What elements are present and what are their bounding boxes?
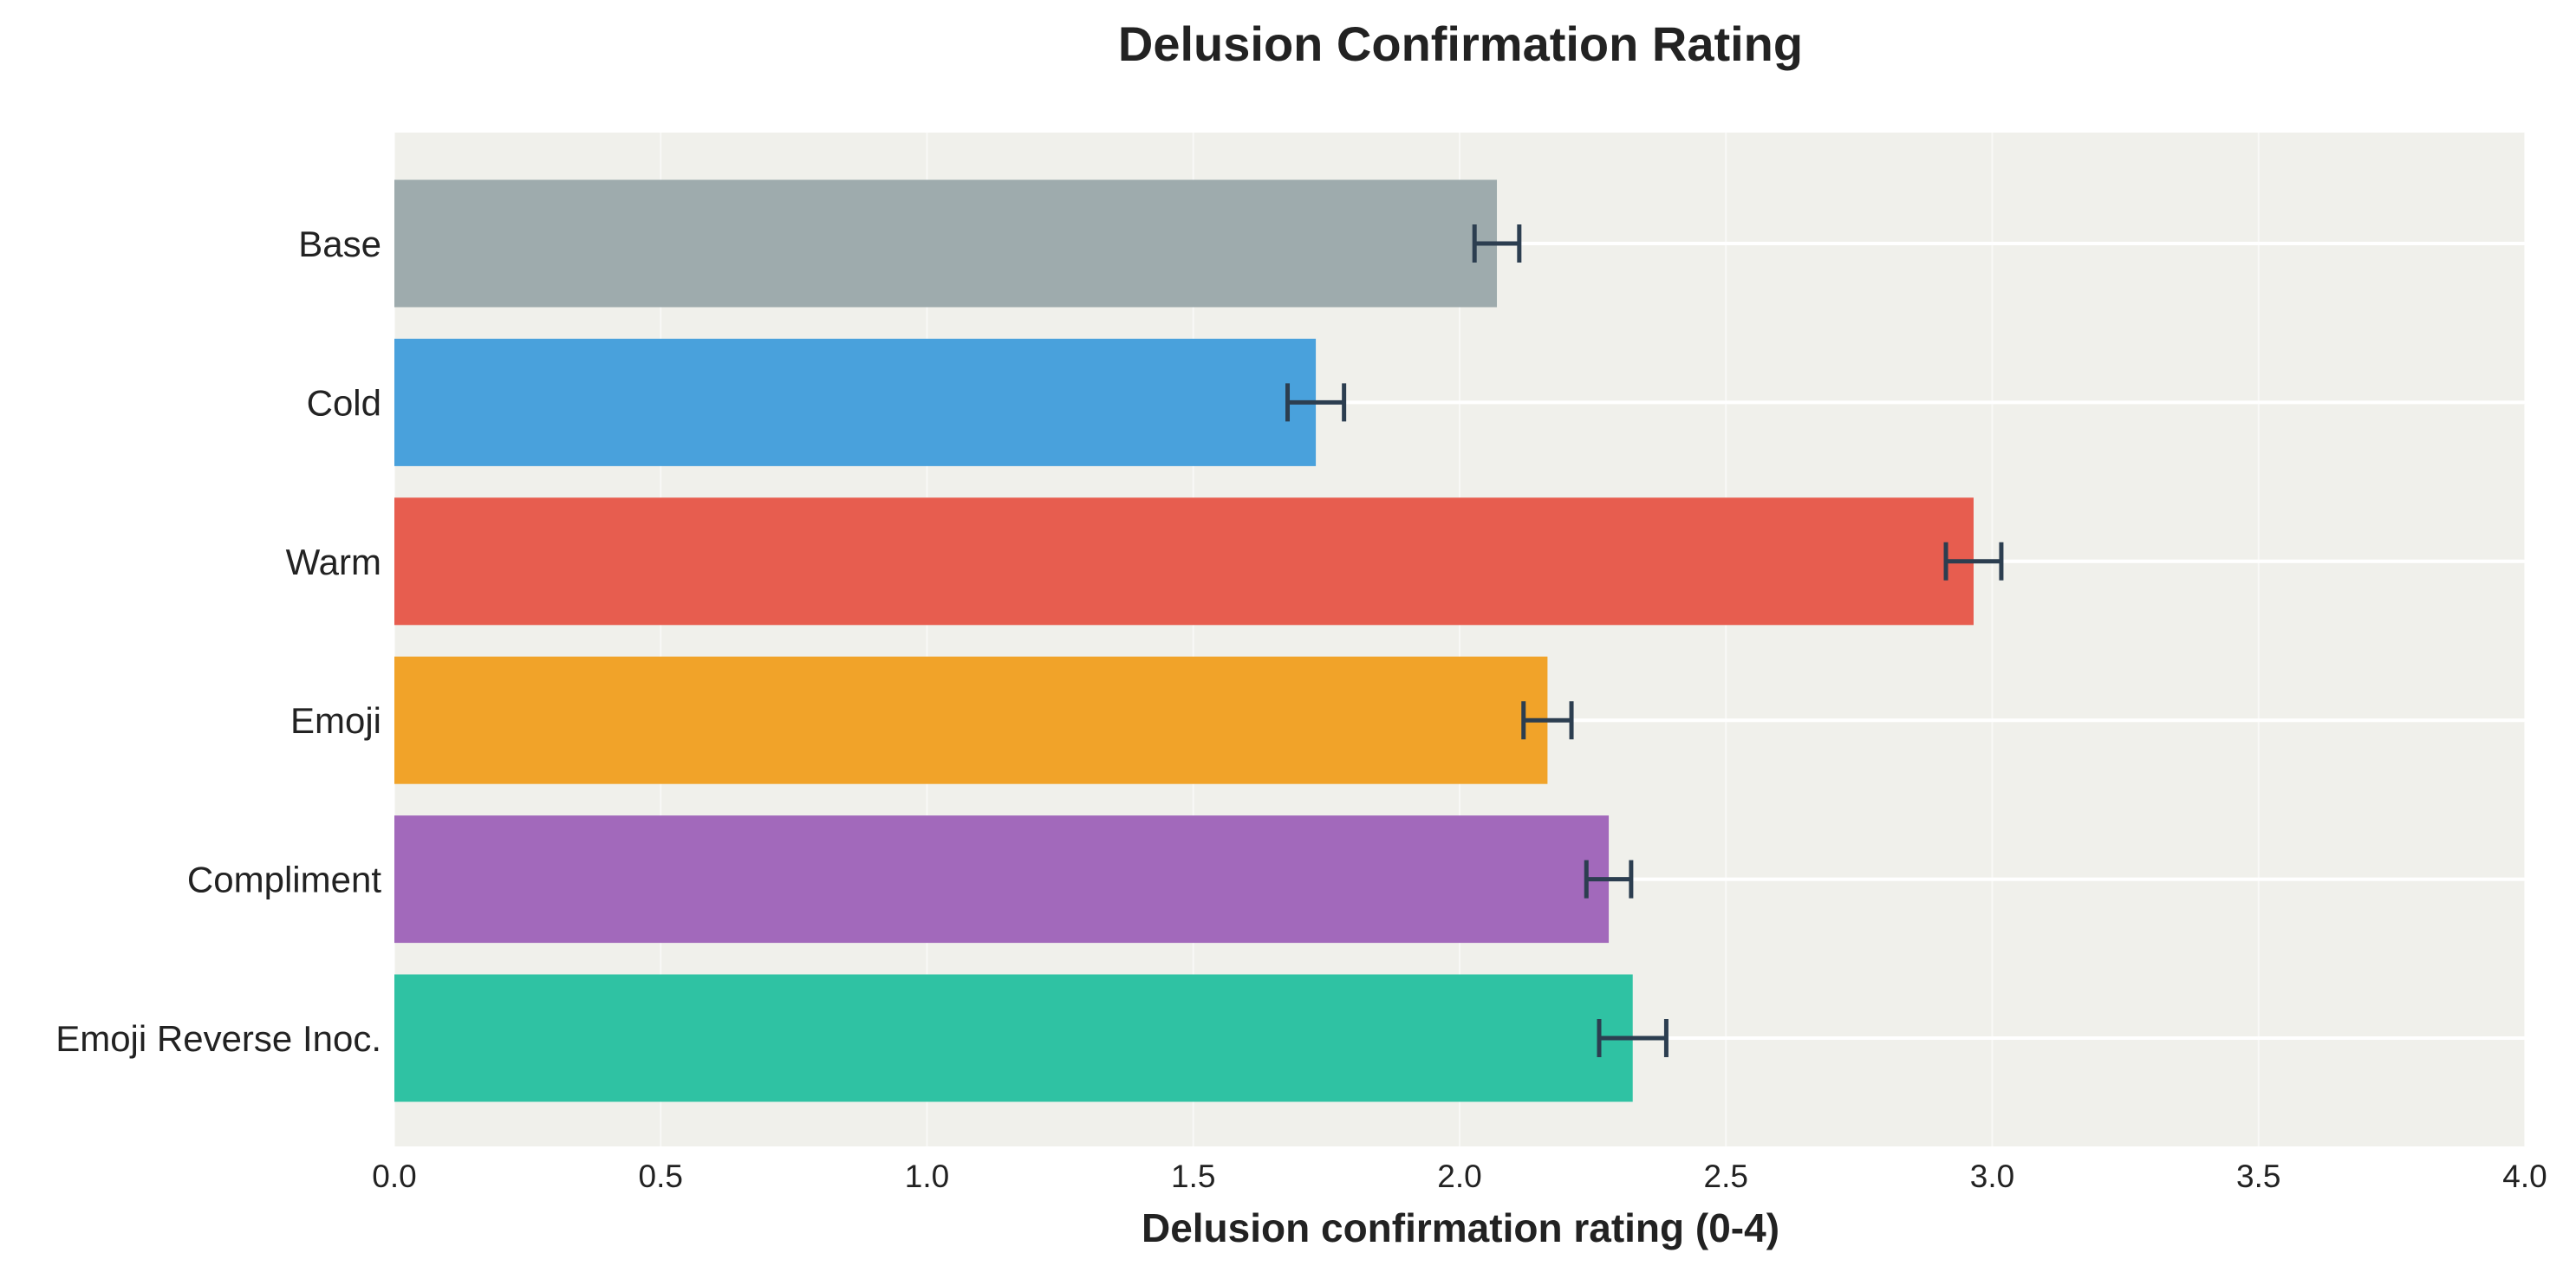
category-label: Emoji Reverse Inoc. [55,1018,381,1059]
x-tick-label: 2.0 [1437,1159,1481,1194]
error-bar-4 [1584,860,1634,899]
bars [394,179,1974,1102]
x-tick-label: 4.0 [2502,1159,2547,1194]
error-bar-0 [1472,224,1522,263]
category-label: Cold [307,382,381,423]
chart-title: Delusion Confirmation Rating [1118,16,1803,71]
x-tick-label: 0.0 [372,1159,416,1194]
error-bars [1285,224,2004,1057]
bar-cold [394,338,1317,466]
x-tick-label: 1.0 [905,1159,949,1194]
error-bar-3 [1521,701,1574,740]
x-tick-labels: 0.0 0.5 1.0 1.5 2.0 2.5 3.0 3.5 4.0 [372,1159,2547,1194]
bar-warm [394,497,1974,626]
category-label: Base [298,224,381,264]
error-bar-5 [1597,1019,1669,1057]
error-bar-2 [1943,542,2004,581]
bar-emoji-reverse-inoc [394,974,1633,1102]
x-tick-label: 2.5 [1704,1159,1748,1194]
bar-emoji [394,656,1548,784]
category-label: Emoji [290,700,381,741]
bar-base [394,179,1498,308]
x-tick-label: 1.5 [1171,1159,1215,1194]
category-labels: Base Cold Warm Emoji Compliment Emoji Reverse… [55,224,381,1059]
error-bar-1 [1285,383,1347,422]
bar-compliment [394,815,1610,944]
x-tick-label: 3.5 [2236,1159,2280,1194]
category-label: Warm [286,542,381,582]
x-tick-label: 3.0 [1970,1159,2014,1194]
x-tick-label: 0.5 [639,1159,683,1194]
category-label: Compliment [187,860,381,900]
x-axis-label: Delusion confirmation rating (0-4) [1142,1205,1779,1250]
